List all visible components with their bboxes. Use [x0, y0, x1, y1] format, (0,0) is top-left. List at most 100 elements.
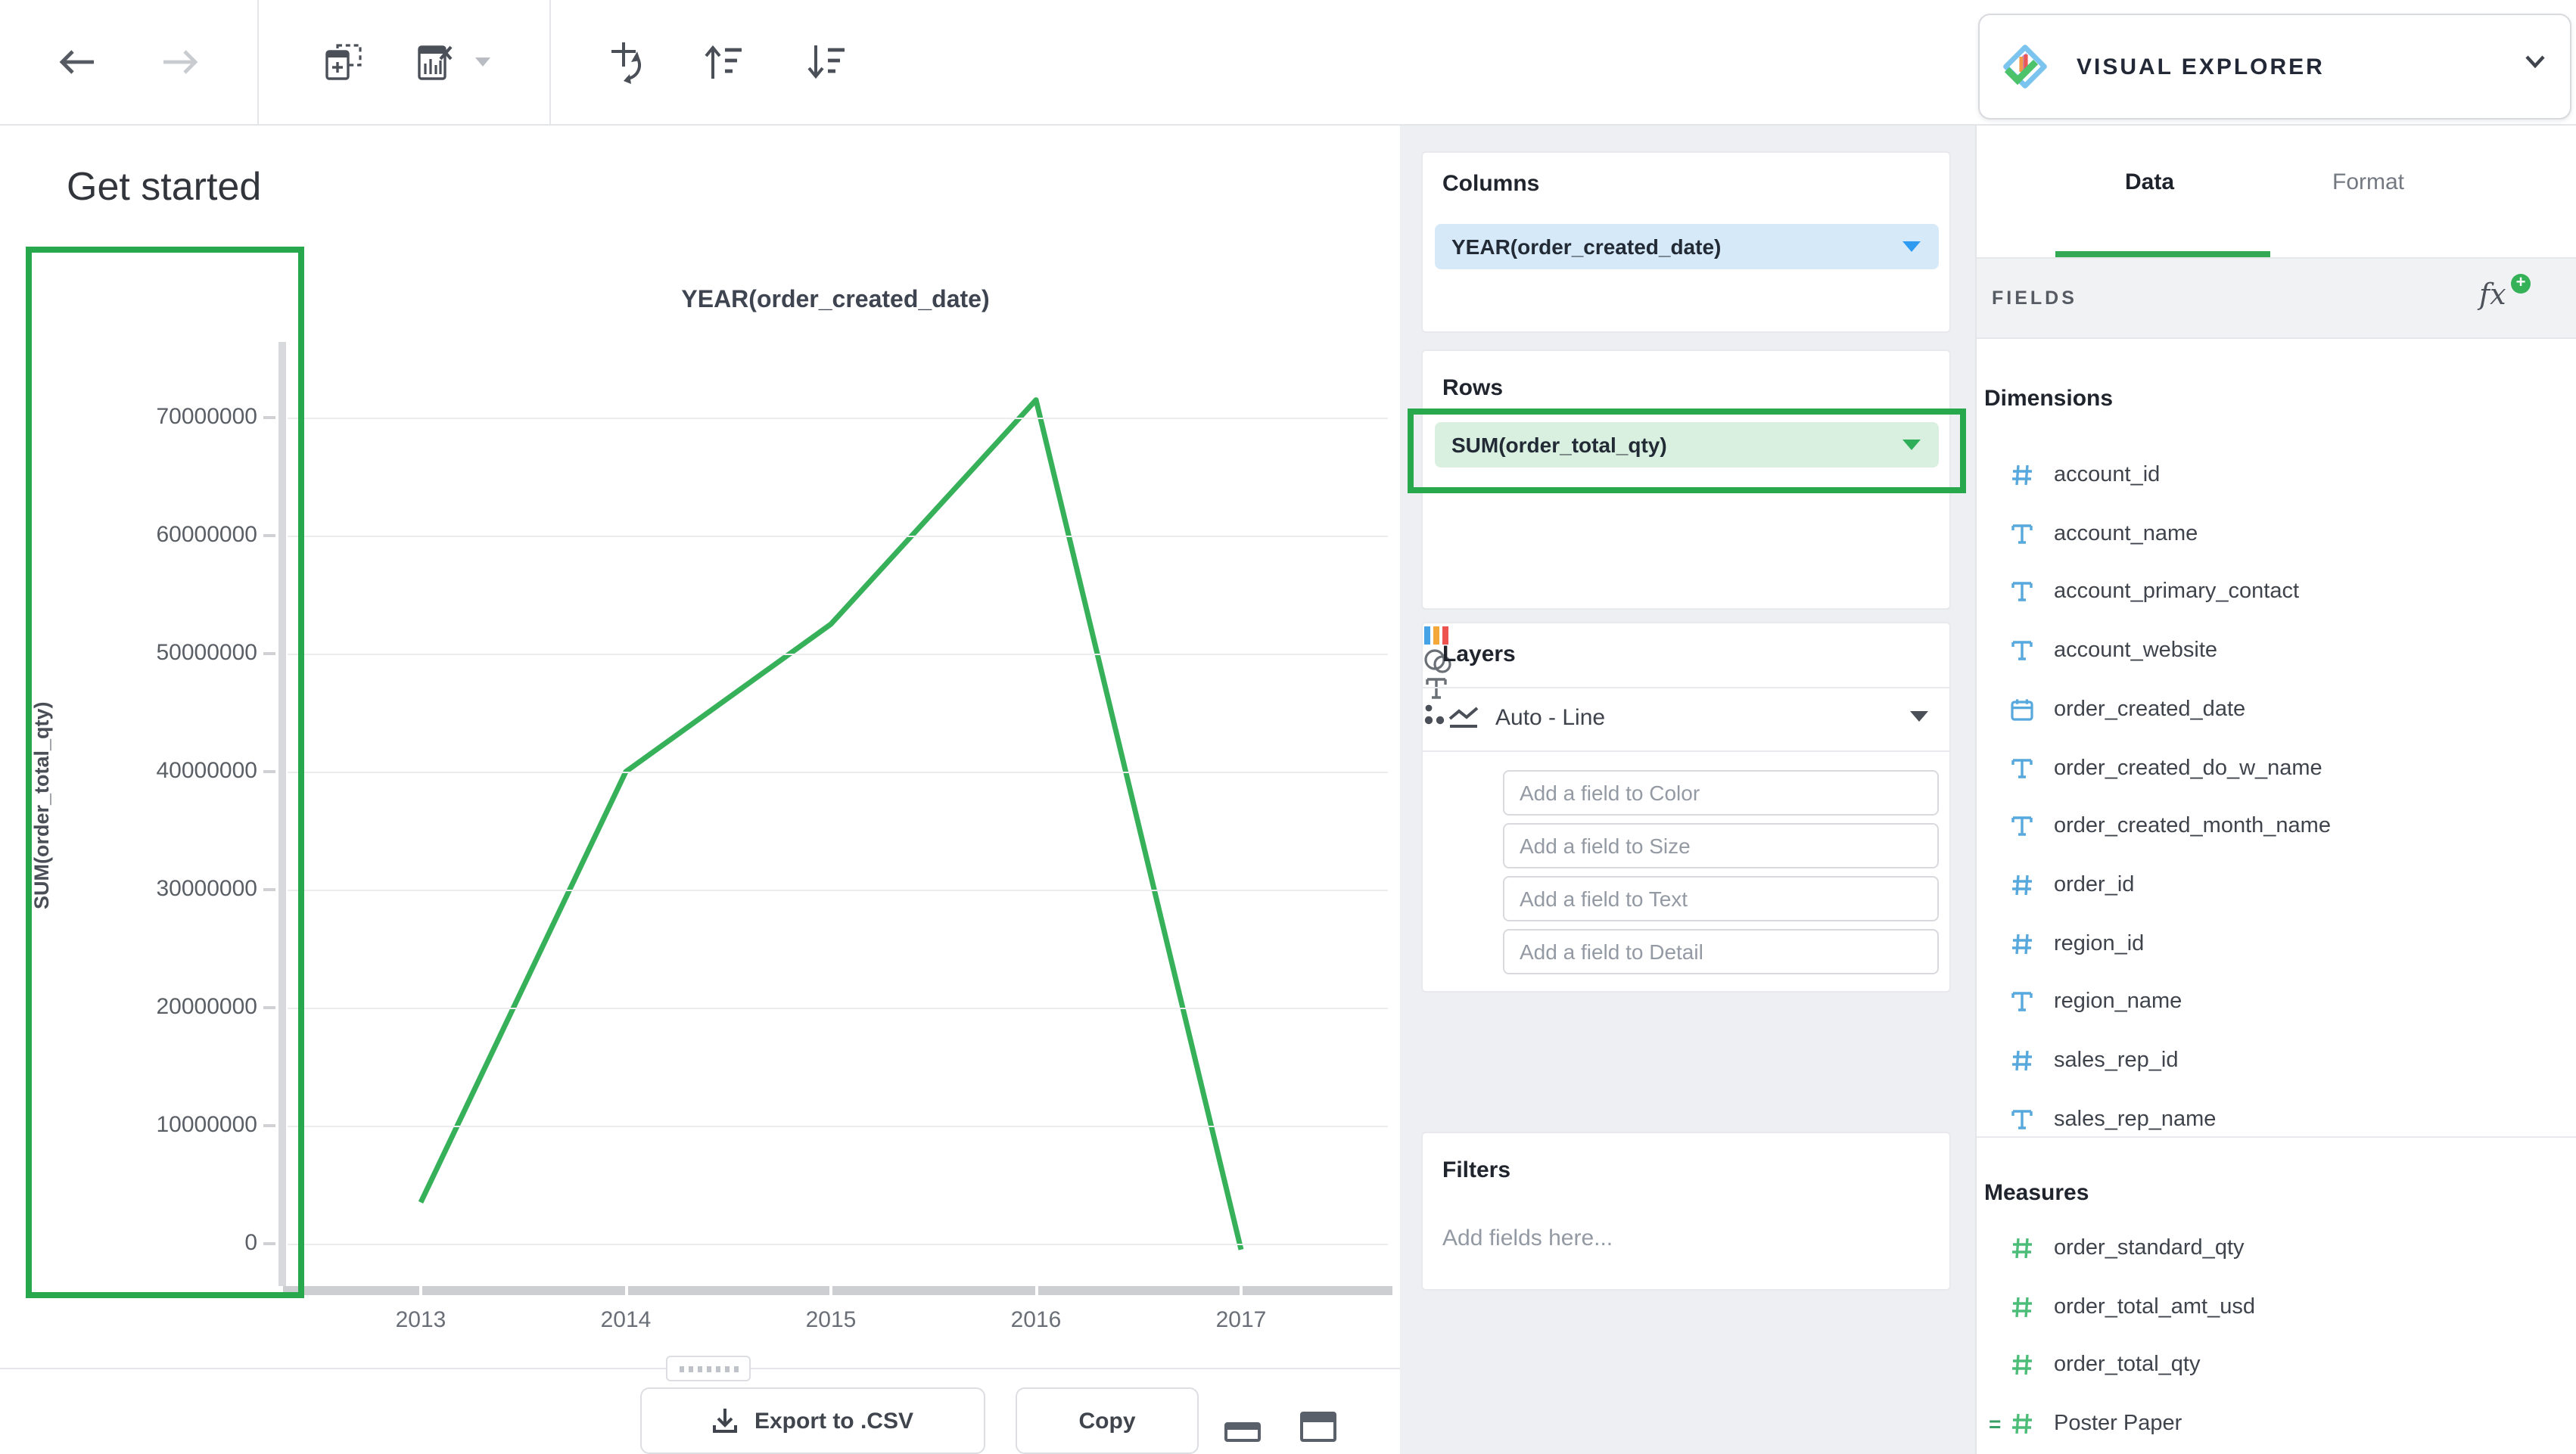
y-tick-mark	[263, 1124, 275, 1127]
number-hash-icon	[2010, 931, 2034, 955]
pill-dropdown-caret-icon[interactable]	[1902, 241, 1921, 252]
sort-ascending-icon	[702, 42, 745, 82]
field-name-label: order_created_do_w_name	[2054, 756, 2322, 780]
sort-descending-button[interactable]	[795, 30, 858, 94]
measure-field-order-total-amt-usd[interactable]: order_total_amt_usd	[1977, 1278, 2576, 1335]
layer-slot-input-text[interactable]	[1503, 876, 1939, 921]
text-field-icon	[2010, 1107, 2034, 1131]
text-field-icon	[2010, 990, 2034, 1014]
rows-shelf-title: Rows	[1442, 375, 1504, 401]
detail-dots-icon	[1423, 702, 1949, 726]
field-name-label: order_standard_qty	[2054, 1236, 2245, 1260]
layers-shelf-title: Layers	[1442, 642, 1516, 667]
y-tick-label: 50000000	[156, 640, 258, 666]
dimension-field-account-primary-contact[interactable]: account_primary_contact	[1977, 564, 2576, 621]
dimension-field-region-name[interactable]: region_name	[1977, 974, 2576, 1031]
tab-data[interactable]: Data	[2125, 169, 2175, 195]
y-tick-mark	[263, 888, 275, 891]
y-tick-mark	[263, 416, 275, 419]
dimension-field-account-id[interactable]: account_id	[1977, 446, 2576, 504]
number-hash-icon	[2010, 1049, 2034, 1073]
collapse-panel-icon[interactable]	[1224, 1422, 1261, 1442]
calendar-icon	[2010, 697, 2034, 722]
field-name-label: order_created_date	[2054, 697, 2246, 722]
active-tab-underline	[2055, 251, 2270, 257]
export-csv-label: Export to .CSV	[754, 1408, 913, 1434]
number-hash-icon	[2010, 463, 2034, 487]
copy-button[interactable]: Copy	[1016, 1387, 1199, 1454]
columns-shelf-title: Columns	[1442, 171, 1540, 197]
toolbar-divider	[257, 0, 259, 124]
rows-pill-sum-order-total-qty[interactable]: SUM(order_total_qty)	[1435, 422, 1939, 468]
series-line	[418, 397, 1244, 1251]
field-name-label: account_primary_contact	[2054, 579, 2299, 604]
field-name-label: order_total_qty	[2054, 1353, 2201, 1378]
dimension-field-order-created-date[interactable]: order_created_date	[1977, 681, 2576, 738]
mark-type-caret-icon	[1910, 711, 1928, 722]
y-tick-label: 20000000	[156, 994, 258, 1020]
columns-pill-year-order-created-date[interactable]: YEAR(order_created_date)	[1435, 224, 1939, 269]
x-tick-label: 2017	[1215, 1307, 1267, 1333]
filters-shelf-title: Filters	[1442, 1157, 1511, 1183]
field-name-label: account_id	[2054, 463, 2161, 487]
layer-slot-input-color[interactable]	[1503, 770, 1939, 816]
x-tick-label: 2014	[600, 1307, 652, 1333]
dimension-field-account-name[interactable]: account_name	[1977, 505, 2576, 562]
measure-field-order-standard-qty[interactable]: order_standard_qty	[1977, 1219, 2576, 1277]
y-axis-label: SUM(order_total_qty)	[30, 701, 53, 909]
layer-slot-input-size[interactable]	[1503, 823, 1939, 868]
number-hash-icon	[2010, 1412, 2034, 1436]
new-visual-icon	[321, 41, 366, 83]
x-tick-mark	[1034, 1286, 1038, 1295]
y-tick-mark	[263, 534, 275, 537]
forward-arrow-icon	[160, 48, 200, 76]
measure-field-poster-paper[interactable]: = Poster Paper	[1977, 1395, 2576, 1452]
back-arrow-icon	[58, 48, 97, 76]
new-visual-button[interactable]	[312, 30, 375, 94]
chart-canvas: Get started YEAR(order_created_date) SUM…	[0, 124, 1400, 1454]
sort-ascending-button[interactable]	[692, 30, 755, 94]
toolbar: VISUAL EXPLORER	[0, 0, 2576, 126]
clear-visual-dropdown[interactable]	[466, 30, 499, 94]
x-axis-line	[283, 1286, 1392, 1295]
gridline	[288, 1244, 1388, 1245]
x-tick-mark	[624, 1286, 627, 1295]
y-tick-mark	[263, 770, 275, 773]
dimension-field-sales-rep-name[interactable]: sales_rep_name	[1977, 1090, 2576, 1148]
clear-visual-button[interactable]	[409, 30, 463, 94]
x-tick-mark	[829, 1286, 832, 1295]
pill-dropdown-caret-icon[interactable]	[1902, 440, 1921, 450]
sections-divider	[1977, 1136, 2576, 1138]
field-name-label: order_id	[2054, 872, 2135, 897]
toolbar-divider	[549, 0, 551, 124]
layer-slot-input-detail[interactable]	[1503, 929, 1939, 974]
dimension-field-region-id[interactable]: region_id	[1977, 915, 2576, 972]
x-tick-label: 2013	[395, 1307, 446, 1333]
measure-field-order-total-qty[interactable]: order_total_qty	[1977, 1337, 2576, 1394]
gridline	[288, 890, 1388, 891]
y-tick-label: 30000000	[156, 876, 258, 902]
mark-type-selector[interactable]: Auto - Line	[1423, 688, 1949, 750]
panel-resize-grip[interactable]	[666, 1356, 751, 1381]
swap-axes-button[interactable]	[595, 30, 658, 94]
export-csv-button[interactable]: Export to .CSV	[640, 1387, 985, 1454]
data-sidebar: Data Format FIELDS fx + Dimensions Measu…	[1975, 124, 2576, 1454]
add-calculated-field-button[interactable]: fx +	[2470, 271, 2549, 325]
text-field-icon	[2010, 521, 2034, 545]
dimension-field-sales-rep-id[interactable]: sales_rep_id	[1977, 1032, 2576, 1089]
dimension-field-order-id[interactable]: order_id	[1977, 856, 2576, 914]
dimension-field-order-created-month-name[interactable]: order_created_month_name	[1977, 797, 2576, 855]
visual-explorer-menu-button[interactable]: VISUAL EXPLORER	[1978, 14, 2571, 120]
dimension-field-order-created-do-w-name[interactable]: order_created_do_w_name	[1977, 739, 2576, 797]
dimension-field-account-website[interactable]: account_website	[1977, 622, 2576, 679]
y-tick-label: 60000000	[156, 522, 258, 548]
swap-axes-icon	[607, 39, 646, 85]
measures-section-title: Measures	[1984, 1180, 2089, 1206]
fields-header-bar: FIELDS fx +	[1977, 257, 2576, 339]
forward-button[interactable]	[148, 30, 212, 94]
expand-panel-icon[interactable]	[1300, 1412, 1336, 1442]
back-button[interactable]	[45, 30, 109, 94]
filters-shelf[interactable]: Filters Add fields here...	[1421, 1132, 1951, 1291]
tab-format[interactable]: Format	[2332, 169, 2405, 195]
